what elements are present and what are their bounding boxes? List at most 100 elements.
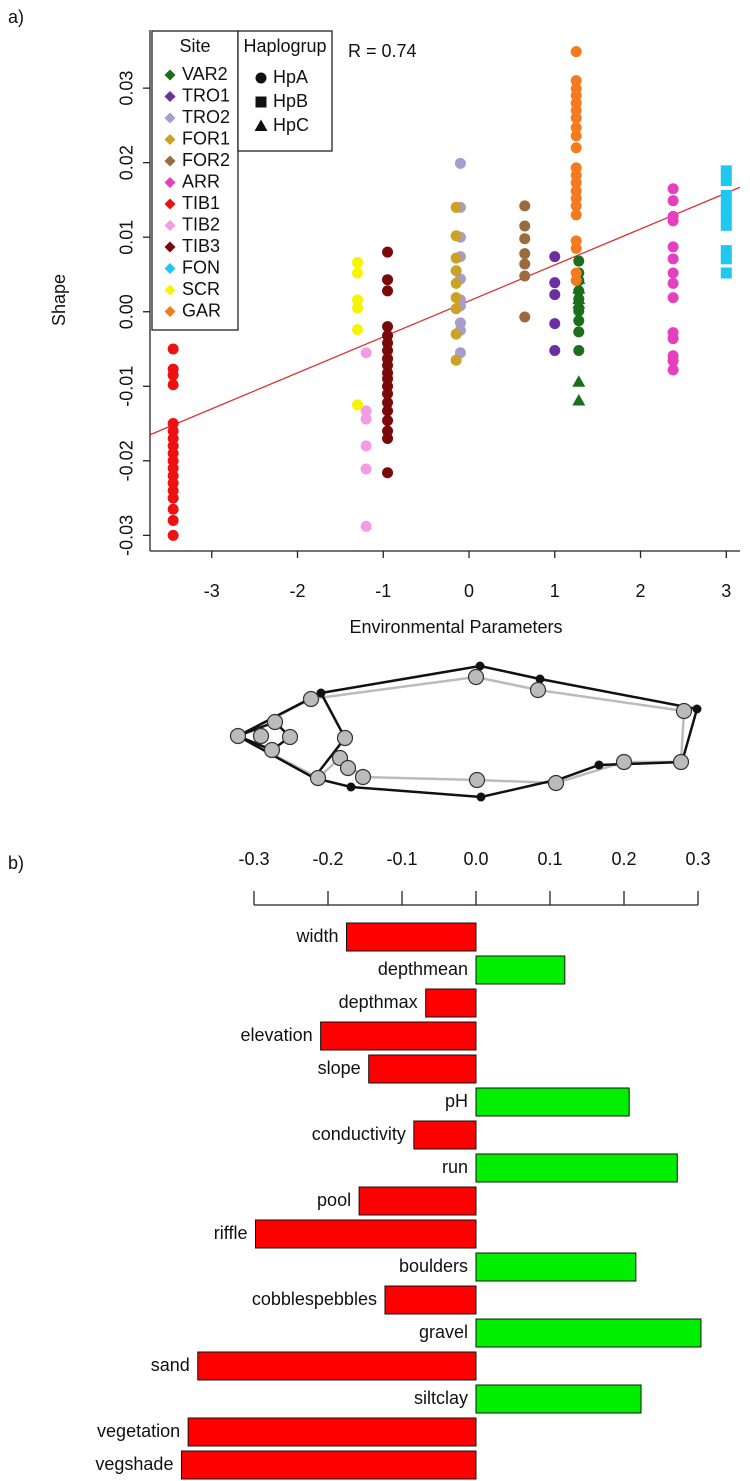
category-label: conductivity <box>312 1124 406 1144</box>
data-point <box>720 165 732 177</box>
data-point <box>450 303 462 315</box>
data-point <box>720 253 732 265</box>
y-tick-label: -0.01 <box>117 366 137 407</box>
legend-label: TRO2 <box>182 107 230 127</box>
x-tick-label: 0.2 <box>611 849 636 869</box>
bar <box>180 1450 477 1480</box>
data-point <box>720 189 732 201</box>
y-tick-label: 0.00 <box>117 294 137 329</box>
bar <box>475 1318 702 1348</box>
data-point <box>572 297 586 309</box>
data-point <box>519 220 531 232</box>
x-tick-label: 2 <box>636 581 646 601</box>
data-point <box>549 345 561 357</box>
bar <box>346 922 477 952</box>
data-point <box>549 251 561 263</box>
legend-swatch <box>164 155 176 167</box>
bar <box>254 1219 477 1249</box>
legend-label: GAR <box>182 300 221 320</box>
data-point <box>570 274 582 286</box>
data-point <box>382 432 394 444</box>
data-point <box>573 315 585 327</box>
data-point <box>352 267 364 279</box>
data-point <box>720 210 732 222</box>
data-point <box>360 347 372 359</box>
x-axis-title: Environmental Parameters <box>349 617 562 637</box>
category-label: vegetation <box>97 1421 180 1441</box>
data-point <box>667 364 679 376</box>
data-point <box>570 130 582 142</box>
category-label: gravel <box>419 1322 468 1342</box>
data-point <box>352 324 364 336</box>
x-tick-label: 0.1 <box>537 849 562 869</box>
category-label: sand <box>151 1355 190 1375</box>
legend-swatch <box>164 112 176 124</box>
category-label: vegshade <box>95 1454 173 1474</box>
data-point <box>382 467 394 479</box>
bar <box>413 1120 477 1150</box>
y-tick-label: -0.03 <box>117 515 137 556</box>
bar <box>197 1351 477 1381</box>
data-point <box>167 492 179 504</box>
data-point <box>382 285 394 297</box>
category-label: cobblespebbles <box>252 1289 377 1309</box>
y-tick-label: -0.02 <box>117 440 137 481</box>
legend-label: FOR2 <box>182 150 230 170</box>
legend-label: HpA <box>273 67 308 87</box>
data-point <box>572 393 586 406</box>
data-point <box>720 267 732 279</box>
data-point <box>519 258 531 270</box>
data-point <box>382 274 394 286</box>
data-point <box>570 177 582 189</box>
legend-box <box>237 30 333 152</box>
bar <box>320 1021 477 1051</box>
data-point <box>450 292 462 304</box>
data-point <box>572 375 586 387</box>
data-point <box>382 246 394 258</box>
data-point <box>667 267 679 279</box>
legend-swatch <box>164 284 176 296</box>
category-label: pH <box>445 1091 468 1111</box>
legend-swatch <box>164 134 176 145</box>
data-point <box>167 379 179 391</box>
data-point <box>382 397 394 409</box>
category-label: elevation <box>241 1025 313 1045</box>
legend-swatch <box>164 177 176 188</box>
data-point <box>570 46 582 58</box>
bar <box>358 1186 477 1216</box>
data-point <box>360 463 372 475</box>
data-point <box>572 282 586 294</box>
data-point <box>667 241 679 253</box>
data-point <box>570 209 582 221</box>
panel-label: b) <box>8 853 24 873</box>
data-point <box>167 369 179 381</box>
data-point <box>519 270 531 282</box>
data-point <box>519 233 531 245</box>
bar <box>425 988 477 1018</box>
annotation: R = 0.74 <box>348 41 417 61</box>
category-label: pool <box>317 1190 351 1210</box>
legend-label: HpC <box>273 115 309 135</box>
bar <box>475 1087 630 1117</box>
data-point <box>667 333 679 345</box>
bar <box>475 955 566 985</box>
legend-swatch <box>164 69 176 81</box>
data-point <box>382 405 394 417</box>
legend-swatch <box>164 306 176 317</box>
data-point <box>549 289 561 301</box>
data-point <box>450 230 462 242</box>
data-point <box>667 215 679 227</box>
data-point <box>549 277 561 289</box>
x-tick-label: -2 <box>289 581 305 601</box>
legend-label: TIB1 <box>182 193 220 213</box>
category-label: siltclay <box>414 1388 468 1408</box>
x-tick-label: 0 <box>464 581 474 601</box>
legend-label: HpB <box>273 91 308 111</box>
data-point <box>570 112 582 124</box>
category-label: run <box>442 1157 468 1177</box>
data-point <box>720 175 732 187</box>
legend-box <box>151 30 239 331</box>
legend-label: TIB3 <box>182 236 220 256</box>
data-point <box>519 311 531 323</box>
category-label: slope <box>318 1058 361 1078</box>
